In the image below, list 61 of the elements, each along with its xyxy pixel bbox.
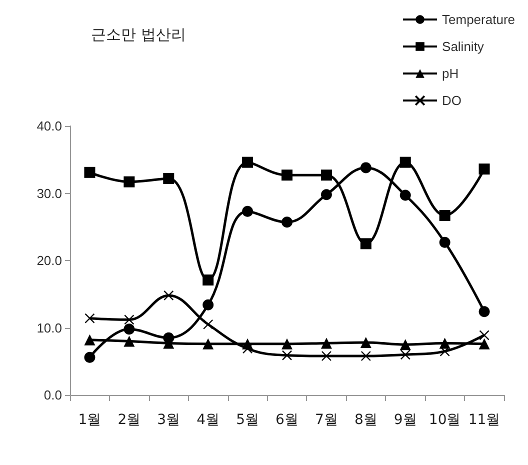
point <box>320 338 332 349</box>
y-tick-label: 30.0 <box>36 186 62 201</box>
point <box>202 274 214 286</box>
point <box>84 166 96 178</box>
point <box>242 344 253 354</box>
point <box>478 338 490 350</box>
y-tick-label: 40.0 <box>36 118 62 134</box>
point <box>360 350 372 362</box>
x-tick-label: 5월 <box>236 412 260 428</box>
point <box>282 350 292 360</box>
point <box>320 170 332 181</box>
y-tick-label: 20.0 <box>36 253 62 268</box>
point <box>202 299 214 310</box>
x-tick-label: 1월 <box>78 412 102 428</box>
point <box>242 206 254 217</box>
x-tick-label: 7월 <box>314 412 338 428</box>
point <box>282 338 292 350</box>
point <box>439 236 450 248</box>
point <box>124 336 135 347</box>
point <box>321 350 332 362</box>
y-tick-label: 10.0 <box>36 320 62 336</box>
point <box>84 313 95 324</box>
point <box>164 290 174 301</box>
point <box>400 156 411 168</box>
point <box>400 339 411 350</box>
point <box>360 337 372 348</box>
legend-label: Temperature <box>442 12 516 27</box>
point <box>163 172 174 184</box>
x-tick-label: 11월 <box>468 412 500 428</box>
point <box>360 238 372 250</box>
point <box>124 324 135 335</box>
point <box>124 314 134 325</box>
point <box>360 162 372 174</box>
point <box>440 346 450 356</box>
point <box>400 350 410 360</box>
point <box>282 216 292 228</box>
point <box>320 189 332 200</box>
point <box>400 190 411 201</box>
x-tick-label: 3월 <box>157 412 180 428</box>
point <box>479 330 490 340</box>
point <box>84 352 96 363</box>
point <box>439 210 450 221</box>
point <box>84 334 96 346</box>
point <box>242 156 254 168</box>
point <box>202 319 214 330</box>
legend-label: Salinity <box>442 39 484 54</box>
point <box>202 338 214 350</box>
x-tick-label: 10월 <box>428 412 461 428</box>
point <box>478 306 490 318</box>
x-tick-label: 2월 <box>118 412 141 428</box>
x-tick-label: 4월 <box>196 412 220 428</box>
x-tick-label: 8월 <box>354 412 378 428</box>
x-tick-label: 9월 <box>394 412 417 428</box>
chart-title: 근소만 법산리 <box>91 26 186 44</box>
legend-label: DO <box>442 93 462 108</box>
legend-label: pH <box>442 66 459 81</box>
point <box>478 164 490 175</box>
x-tick-label: 6월 <box>276 412 298 428</box>
y-tick-label: 0.0 <box>44 388 62 402</box>
point <box>124 176 135 188</box>
point <box>282 170 292 181</box>
